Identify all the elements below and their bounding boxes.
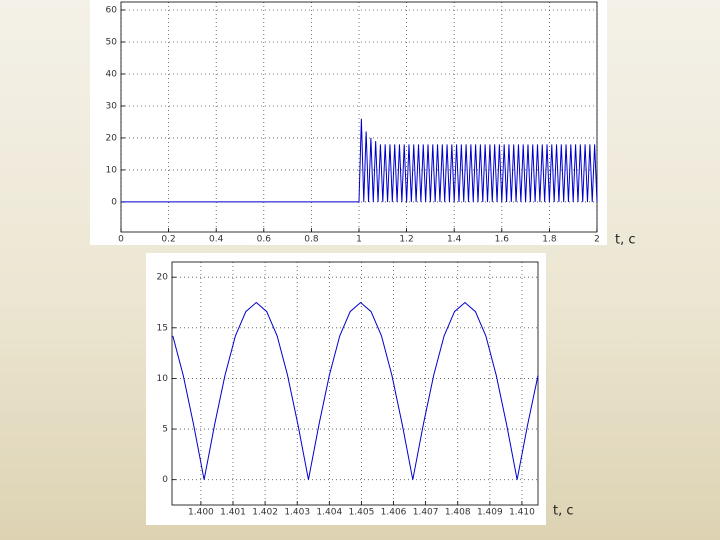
x-tick-label: 1.404 bbox=[316, 508, 342, 518]
x-tick-label: 1.400 bbox=[188, 508, 214, 518]
x-tick-label: 0.2 bbox=[161, 235, 175, 245]
x-tick-label: 0.8 bbox=[304, 235, 319, 245]
x-axis-label: t, c bbox=[615, 233, 636, 248]
x-tick-label: 1.408 bbox=[445, 508, 471, 518]
x-tick-label: 1.409 bbox=[477, 508, 503, 518]
x-tick-label: 1.401 bbox=[220, 508, 246, 518]
y-tick-label: 10 bbox=[157, 374, 169, 384]
x-tick-label: 0.6 bbox=[257, 235, 272, 245]
y-tick-label: 50 bbox=[106, 37, 118, 47]
x-tick-label: 1.2 bbox=[399, 235, 413, 245]
y-tick-label: 40 bbox=[106, 69, 118, 79]
x-tick-label: 1.403 bbox=[284, 508, 310, 518]
y-tick-label: 15 bbox=[157, 323, 168, 333]
y-tick-label: 0 bbox=[111, 197, 117, 207]
x-tick-label: 1.4 bbox=[447, 235, 462, 245]
y-tick-label: 5 bbox=[162, 425, 168, 435]
plot-frame bbox=[171, 261, 539, 506]
x-tick-label: 1.8 bbox=[542, 235, 557, 245]
x-tick-label: 1.406 bbox=[381, 508, 407, 518]
x-tick-label: 0.4 bbox=[209, 235, 224, 245]
panel bbox=[146, 253, 546, 525]
y-tick-label: 20 bbox=[106, 133, 118, 143]
x-tick-label: 1.405 bbox=[349, 508, 375, 518]
plot-frame bbox=[120, 1, 598, 233]
x-tick-label: 1.407 bbox=[413, 508, 439, 518]
x-tick-label: 2 bbox=[594, 235, 600, 245]
y-tick-label: 0 bbox=[162, 475, 168, 485]
y-tick-label: 10 bbox=[106, 165, 118, 175]
x-tick-label: 1.410 bbox=[509, 508, 535, 518]
x-tick-label: 1.6 bbox=[495, 235, 510, 245]
y-tick-label: 20 bbox=[157, 273, 169, 283]
y-tick-label: 60 bbox=[106, 5, 118, 15]
data-line bbox=[172, 301, 539, 480]
x-tick-label: 0 bbox=[118, 235, 124, 245]
data-line bbox=[121, 118, 598, 203]
x-tick-label: 1.402 bbox=[252, 508, 278, 518]
x-axis-label: t, c bbox=[553, 504, 574, 519]
x-tick-label: 1 bbox=[356, 235, 362, 245]
panel bbox=[90, 0, 607, 245]
y-tick-label: 30 bbox=[106, 101, 118, 111]
